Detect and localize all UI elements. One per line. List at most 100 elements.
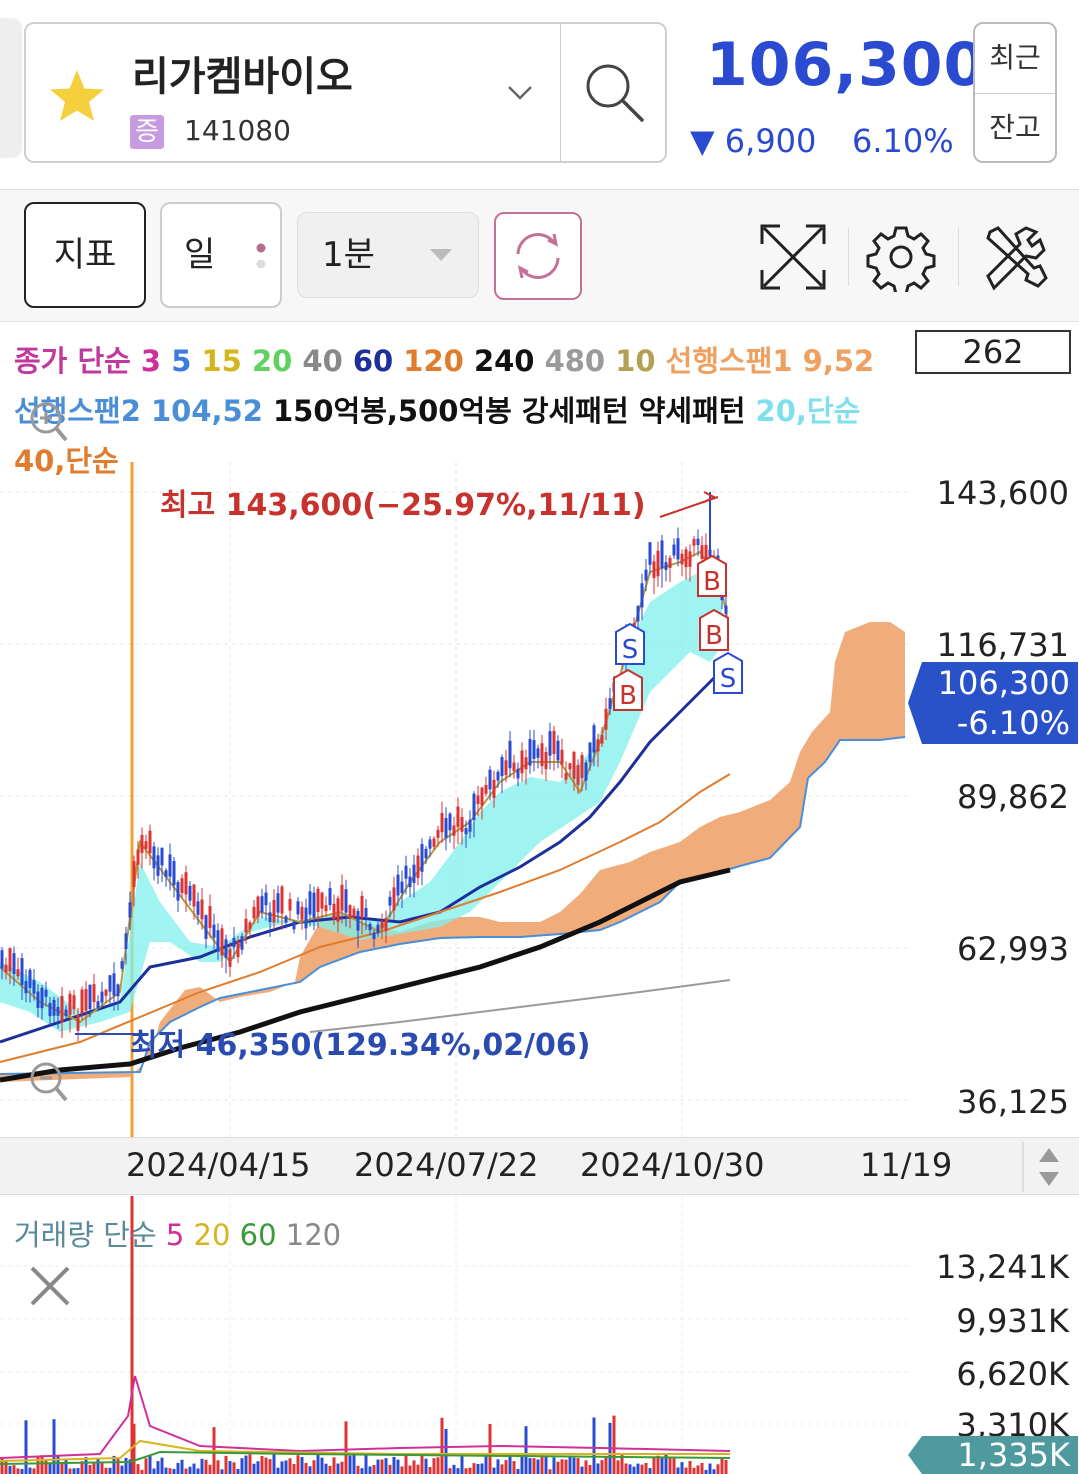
candle-body (336, 898, 340, 922)
volume-bar (464, 1468, 468, 1474)
date-axis[interactable]: 2024/04/15 2024/07/22 2024/10/30 11/19 (0, 1137, 1079, 1195)
side-drawer-handle[interactable] (0, 18, 22, 158)
candle-body (368, 923, 372, 931)
candle-body (192, 884, 196, 907)
search-icon[interactable] (582, 60, 646, 124)
candle-body (376, 924, 380, 934)
candle-body (80, 989, 84, 1014)
divider (560, 24, 561, 161)
candle-body (160, 847, 164, 866)
stock-code: 141080 (184, 114, 291, 147)
candle-body (228, 949, 232, 967)
candle-body (592, 725, 596, 753)
tools-icon[interactable] (980, 222, 1050, 292)
volume-chart-canvas[interactable] (0, 1196, 1079, 1474)
volume-bar (444, 1428, 448, 1474)
close-icon[interactable] (22, 1258, 78, 1314)
price-axis-label: 143,600 (936, 474, 1069, 512)
volume-bar (284, 1460, 288, 1474)
candle-body (148, 830, 152, 854)
candle-body (516, 768, 520, 779)
moving-average-band (0, 572, 725, 1032)
volume-tag-shape (908, 1436, 1078, 1474)
volume-bar (448, 1468, 452, 1474)
candle-body (548, 731, 552, 756)
zoom-in-icon[interactable] (18, 398, 78, 448)
volume-bar (336, 1463, 340, 1474)
legend-entry: 60 (352, 344, 404, 378)
legend-entry: 5 (171, 344, 202, 378)
volume-bar (120, 1465, 124, 1474)
candle-body (460, 817, 464, 832)
gear-icon[interactable] (866, 222, 936, 292)
candle-body (124, 933, 128, 950)
fullscreen-icon[interactable] (758, 222, 828, 292)
recent-button[interactable]: 최근 (975, 24, 1055, 94)
date-label: 2024/04/15 (126, 1146, 311, 1184)
volume-bar (480, 1463, 484, 1474)
period-button[interactable]: 일 (160, 202, 282, 308)
legend-entry: 5 (165, 1218, 194, 1252)
volume-bar (692, 1467, 696, 1474)
candle-body (568, 763, 572, 770)
volume-bar (0, 1458, 4, 1474)
candle-body (308, 891, 312, 915)
volume-bar (24, 1420, 28, 1474)
volume-bar (668, 1456, 672, 1474)
volume-bar (548, 1469, 552, 1474)
indicator-button[interactable]: 지표 (24, 202, 146, 308)
change-rate: 6.10% (852, 122, 954, 160)
legend-entry: 선행스팬1 9,52 (665, 344, 875, 378)
volume-bar (196, 1468, 200, 1474)
main-legend-line3: 40,단순 (14, 438, 119, 480)
candle-body (348, 905, 352, 919)
volume-bar (228, 1461, 232, 1474)
zoom-out-icon[interactable] (18, 1058, 78, 1108)
candle-body (100, 991, 104, 1003)
tag-price: 106,300 (937, 664, 1070, 702)
candle-body (200, 899, 204, 920)
candle-body (432, 838, 436, 847)
market-badge: 증 (130, 115, 164, 149)
refresh-icon (516, 233, 560, 279)
candle-body (584, 762, 588, 781)
candle-body (476, 795, 480, 805)
candle-body (532, 740, 536, 759)
signal-label: B (703, 567, 721, 597)
buy-signal: B (699, 608, 729, 651)
volume-axis-label: 9,931K (956, 1302, 1069, 1340)
volume-chart[interactable] (0, 1196, 1079, 1474)
scroll-updown-icon[interactable] (1022, 1142, 1076, 1192)
volume-bar (528, 1458, 532, 1474)
favorite-star-icon[interactable] (46, 66, 108, 128)
legend-entry: 40 (302, 344, 353, 378)
volume-bar (268, 1459, 272, 1474)
volume-bar (392, 1456, 396, 1474)
volume-bar (700, 1462, 704, 1474)
volume-bar (552, 1457, 556, 1474)
volume-bar (4, 1461, 8, 1474)
volume-bar (344, 1421, 348, 1474)
volume-bar (484, 1455, 488, 1474)
volume-bar (180, 1459, 184, 1474)
volume-bar (316, 1454, 320, 1474)
volume-bar (244, 1455, 248, 1474)
candle-body (648, 542, 652, 565)
volume-bar (468, 1467, 472, 1474)
refresh-button[interactable] (494, 212, 582, 300)
ma120-line (0, 773, 731, 1063)
volume-bar (684, 1467, 688, 1474)
volume-bar (208, 1464, 212, 1474)
volume-bar (500, 1464, 504, 1474)
volume-bar (412, 1460, 416, 1474)
bar-count-box[interactable]: 262 (915, 330, 1071, 374)
volume-bar (360, 1468, 364, 1474)
volume-bar (408, 1465, 412, 1474)
balance-button[interactable]: 잔고 (989, 111, 1041, 144)
interval-select[interactable]: 1분 (297, 212, 479, 298)
volume-bar (724, 1459, 728, 1474)
candle-body (272, 899, 276, 923)
chevron-down-icon[interactable] (506, 78, 534, 106)
